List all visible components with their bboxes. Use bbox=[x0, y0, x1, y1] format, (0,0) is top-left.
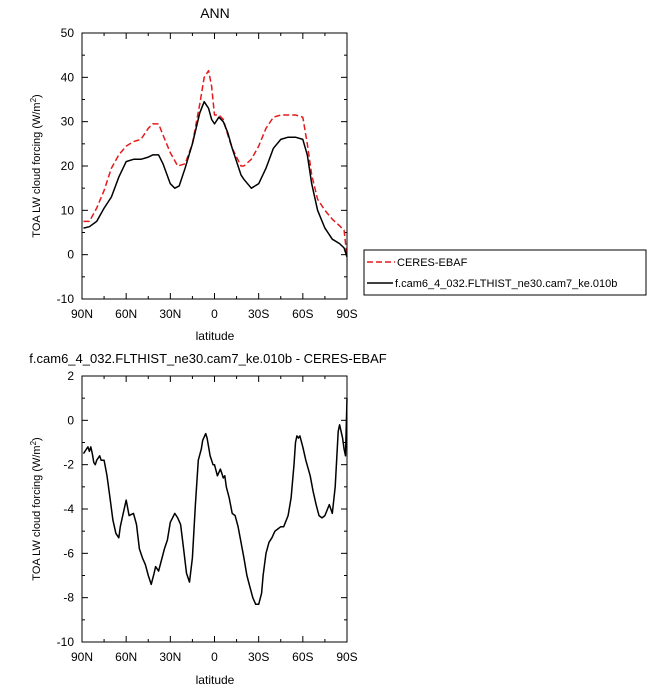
top-xtick-label: 60S bbox=[292, 307, 313, 321]
bottom-ytick-label: 2 bbox=[67, 369, 74, 383]
top-panel-chart: ANN -10 0 10 20 30 40 50 90N 60N 30N 0 30S 60S 90S la… bbox=[29, 5, 647, 343]
top-chart-ylabel-close: ) bbox=[31, 94, 43, 98]
top-chart-ticks: -10 0 10 20 30 40 50 90N 60N 30N 0 30S 60S 90S bbox=[57, 26, 358, 321]
bottom-xtick-label: 60S bbox=[292, 650, 313, 664]
bottom-chart-ticks: -10 -8 -6 -4 -2 0 2 90N 60N 30N 0 30S 60S 90S bbox=[57, 369, 358, 664]
bottom-chart-ylabel-main: TOA LW cloud forcing (W/m bbox=[31, 445, 43, 580]
top-series-line-0 bbox=[83, 69, 348, 257]
top-ytick-label: 50 bbox=[61, 26, 75, 40]
top-xtick-label: 90N bbox=[71, 307, 93, 321]
legend-box bbox=[363, 249, 647, 296]
bottom-panel-chart: f.cam6_4_032.FLTHIST_ne30.cam7_ke.010b -… bbox=[29, 351, 387, 687]
top-chart-xlabel: latitude bbox=[196, 329, 235, 343]
bottom-xtick-label: 0 bbox=[211, 650, 218, 664]
top-xtick-label: 90S bbox=[336, 307, 357, 321]
legend-label-model: f.cam6_4_032.FLTHIST_ne30.cam7_ke.010b bbox=[395, 278, 617, 290]
bottom-chart-ylabel-sup: 2 bbox=[29, 440, 38, 445]
bottom-series-line-0 bbox=[82, 398, 348, 606]
bottom-ytick-label: -2 bbox=[63, 458, 74, 472]
bottom-xtick-label: 90S bbox=[336, 650, 357, 664]
bottom-chart-frame bbox=[81, 375, 348, 643]
bottom-ytick-label: -4 bbox=[63, 502, 74, 516]
top-ytick-label: 0 bbox=[67, 248, 74, 262]
top-ytick-label: 20 bbox=[61, 159, 75, 173]
top-chart-series bbox=[83, 69, 348, 258]
top-xtick-label: 60N bbox=[115, 307, 137, 321]
top-chart-ylabel-sup: 2 bbox=[29, 97, 38, 102]
top-chart-title: ANN bbox=[200, 5, 230, 21]
top-chart-ylabel-main: TOA LW cloud forcing (W/m bbox=[31, 102, 43, 237]
top-xtick-label: 0 bbox=[211, 307, 218, 321]
bottom-xtick-label: 90N bbox=[71, 650, 93, 664]
top-xtick-label: 30N bbox=[159, 307, 181, 321]
top-xtick-label: 30S bbox=[248, 307, 269, 321]
bottom-chart-title: f.cam6_4_032.FLTHIST_ne30.cam7_ke.010b -… bbox=[29, 351, 386, 366]
bottom-xtick-label: 30N bbox=[159, 650, 181, 664]
top-chart-frame bbox=[81, 32, 348, 300]
legend: CERES-EBAF f.cam6_4_032.FLTHIST_ne30.cam… bbox=[363, 249, 647, 296]
top-series-line-1 bbox=[83, 100, 348, 258]
top-ytick-label: 10 bbox=[61, 203, 75, 217]
legend-label-ceres: CERES-EBAF bbox=[397, 257, 468, 269]
bottom-chart-series bbox=[82, 398, 348, 606]
top-ytick-label: 30 bbox=[61, 115, 75, 129]
top-ytick-label: -10 bbox=[57, 292, 75, 306]
top-chart-ylabel: TOA LW cloud forcing (W/m2) bbox=[29, 94, 43, 237]
bottom-xtick-label: 30S bbox=[248, 650, 269, 664]
bottom-ytick-label: 0 bbox=[67, 413, 74, 427]
bottom-chart-ylabel: TOA LW cloud forcing (W/m2) bbox=[29, 437, 43, 580]
bottom-xtick-label: 60N bbox=[115, 650, 137, 664]
bottom-ytick-label: -8 bbox=[63, 591, 74, 605]
bottom-chart-ylabel-close: ) bbox=[31, 437, 43, 441]
top-ytick-label: 40 bbox=[61, 70, 75, 84]
bottom-ytick-label: -6 bbox=[63, 546, 74, 560]
bottom-chart-xlabel: latitude bbox=[196, 673, 235, 687]
bottom-ytick-label: -10 bbox=[57, 635, 75, 649]
